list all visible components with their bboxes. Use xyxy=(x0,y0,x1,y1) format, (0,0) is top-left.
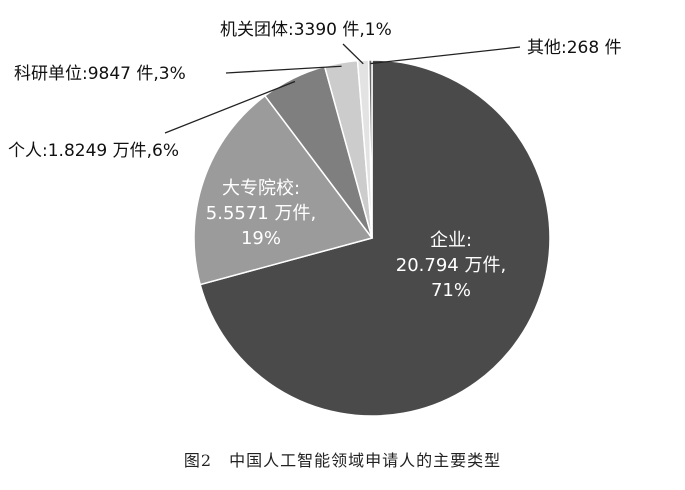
label-university: 大专院校: 5.5571 万件, 19% xyxy=(205,178,317,249)
pie-slice-other xyxy=(367,59,373,239)
label-enterprise: 企业: 20.794 万件, 71% xyxy=(395,230,507,301)
leader-line-research xyxy=(225,65,342,74)
leader-line-individual xyxy=(164,80,296,134)
figure-caption: 图2 中国人工智能领域申请人的主要类型 xyxy=(183,451,502,470)
leader-line-other xyxy=(370,46,521,65)
label-other: 其他:268 件 xyxy=(527,38,622,58)
leader-line-agency xyxy=(342,43,364,65)
label-agency: 机关团体:3390 件,1% xyxy=(220,20,392,40)
label-research: 科研单位:9847 件,3% xyxy=(14,64,186,84)
pie-slice-enterprise xyxy=(199,59,551,417)
pie-slice-university xyxy=(193,94,374,286)
label-individual: 个人:1.8249 万件,6% xyxy=(8,141,179,161)
